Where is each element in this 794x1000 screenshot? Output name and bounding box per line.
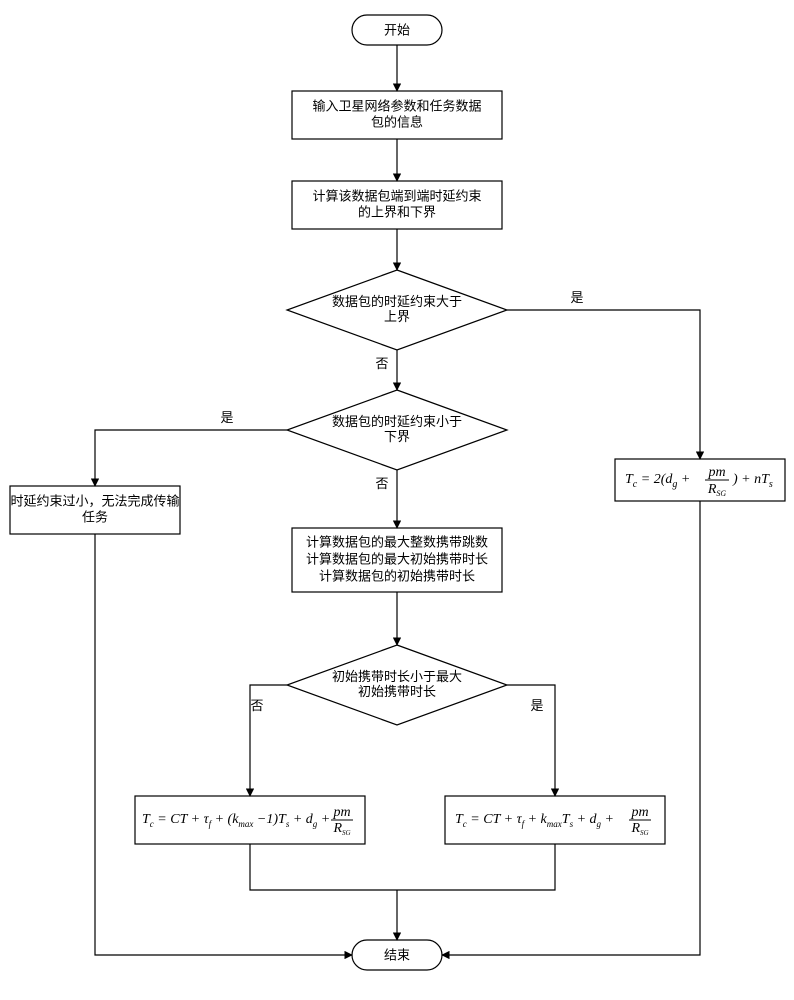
svg-text:初始携带时长小于最大: 初始携带时长小于最大 [332, 669, 462, 684]
svg-text:数据包的时延约束大于: 数据包的时延约束大于 [332, 294, 462, 309]
svg-text:结束: 结束 [384, 947, 410, 962]
svg-text:初始携带时长: 初始携带时长 [358, 684, 436, 699]
svg-text:时延约束过小，无法完成传输: 时延约束过小，无法完成传输 [10, 493, 179, 508]
svg-text:下界: 下界 [384, 429, 410, 444]
svg-text:的上界和下界: 的上界和下界 [358, 204, 436, 219]
svg-text:计算数据包的初始携带时长: 计算数据包的初始携带时长 [319, 568, 475, 583]
svg-text:是: 是 [220, 410, 233, 425]
svg-text:否: 否 [250, 698, 263, 713]
svg-text:开始: 开始 [384, 22, 410, 37]
svg-text:输入卫星网络参数和任务数据: 输入卫星网络参数和任务数据 [312, 98, 481, 113]
svg-text:计算该数据包端到端时延约束: 计算该数据包端到端时延约束 [312, 188, 481, 203]
svg-text:计算数据包的最大整数携带跳数: 计算数据包的最大整数携带跳数 [306, 534, 488, 549]
svg-text:否: 否 [375, 476, 388, 491]
svg-text:是: 是 [530, 698, 543, 713]
svg-text:数据包的时延约束小于: 数据包的时延约束小于 [332, 414, 462, 429]
svg-text:pm: pm [332, 805, 350, 820]
svg-text:Tc = CT + τf + kmaxTs + dg +: Tc = CT + τf + kmaxTs + dg + [455, 812, 614, 829]
svg-text:上界: 上界 [384, 309, 410, 324]
svg-text:包的信息: 包的信息 [371, 114, 423, 129]
svg-text:是: 是 [570, 290, 583, 305]
svg-text:任务: 任务 [82, 509, 108, 524]
svg-text:计算数据包的最大初始携带时长: 计算数据包的最大初始携带时长 [306, 551, 488, 566]
svg-text:否: 否 [375, 356, 388, 371]
svg-text:pm: pm [707, 465, 725, 480]
svg-text:Tc = CT + τf + (kmax −1)Ts + d: Tc = CT + τf + (kmax −1)Ts + dg + [142, 812, 330, 829]
svg-text:pm: pm [630, 805, 648, 820]
